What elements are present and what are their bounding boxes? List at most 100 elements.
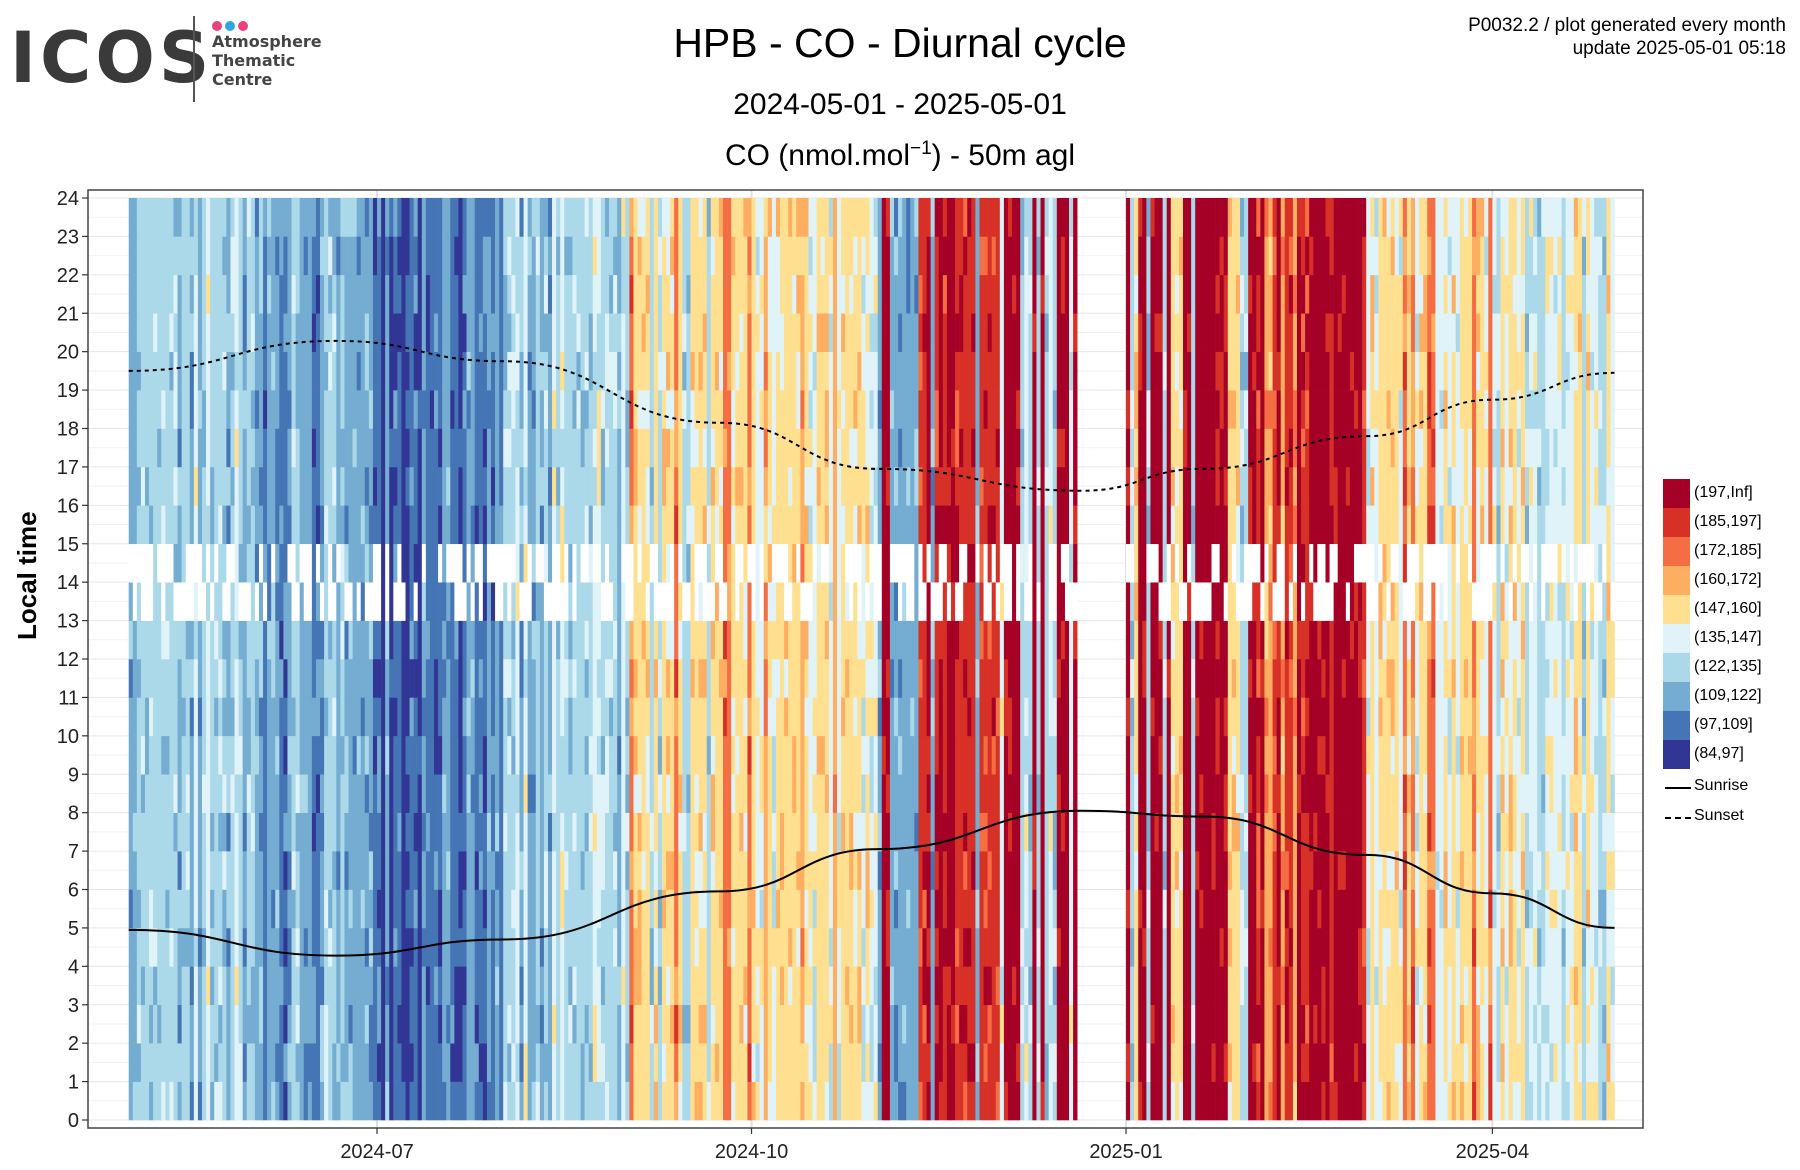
heatmap-cell [739,505,744,545]
heatmap-cell [340,1004,345,1044]
heatmap-cell [201,505,207,545]
heatmap-cell [169,620,174,660]
heatmap-cell [226,390,231,429]
heatmap-cell [568,351,573,391]
heatmap-cell [169,1004,174,1044]
heatmap-cell [930,582,936,621]
heatmap-cell [775,735,781,775]
heatmap-cell [185,313,191,352]
heatmap-cell [743,889,748,929]
heatmap-cell [389,505,394,545]
heatmap-cell [889,236,895,276]
heatmap-cell [637,659,642,698]
heatmap-cell [324,582,329,621]
heatmap-cell [434,851,439,890]
heatmap-cell [576,236,581,276]
heatmap-cell [389,466,394,506]
heatmap-cell [572,927,577,967]
heatmap-cell [657,390,663,429]
heatmap-cell [893,390,899,429]
heatmap-cell [564,236,569,276]
heatmap-cell [625,351,630,391]
heatmap-cell [946,466,952,506]
heatmap-cell [552,697,557,737]
heatmap-cell [889,927,895,967]
heatmap-cell [955,198,960,237]
heatmap-cell [462,1043,467,1082]
heatmap-cell [279,351,284,391]
heatmap-cell [197,428,203,468]
heatmap-cell [629,774,634,813]
heatmap-cell [490,927,496,967]
heatmap-cell [189,543,195,583]
heatmap-cell [682,1004,687,1044]
heatmap-cell [694,774,699,813]
heatmap-cell [930,927,936,967]
heatmap-cell [873,620,879,660]
heatmap-cell [344,812,349,852]
heatmap-cell [592,966,598,1006]
heatmap-cell [796,505,801,545]
heatmap-cell [409,582,414,621]
heatmap-cell [572,466,577,506]
heatmap-cell [140,351,146,391]
heatmap-cell [320,236,325,276]
heatmap-cell [295,812,300,852]
heatmap-cell [869,236,874,276]
heatmap-cell [955,313,960,352]
heatmap-cell [499,582,504,621]
heatmap-cell [393,659,398,698]
heatmap-cell [552,1004,557,1044]
heatmap-cell [674,198,679,237]
heatmap-cell [214,620,219,660]
heatmap-cell [959,1081,964,1121]
heatmap-cell [442,543,447,583]
heatmap-cell [625,428,630,468]
heatmap-cell [678,505,683,545]
heatmap-cell [812,851,817,890]
heatmap-cell [902,274,907,314]
heatmap-cell [173,313,178,352]
heatmap-cell [389,927,394,967]
heatmap-cell [609,697,614,737]
heatmap-cell [153,735,158,775]
heatmap-cell [478,966,484,1006]
heatmap-cell [401,889,406,929]
heatmap-cell [181,236,186,276]
heatmap-cell [197,390,203,429]
heatmap-cell [258,735,264,775]
heatmap-cell [600,774,606,813]
heatmap-cell [865,390,870,429]
heatmap-cell [458,889,463,929]
heatmap-cell [165,812,170,852]
heatmap-cell [808,505,813,545]
heatmap-cell [906,274,911,314]
heatmap-cell [140,774,146,813]
heatmap-cell [153,889,158,929]
heatmap-cell [584,351,589,391]
heatmap-cell [552,236,557,276]
heatmap-cell [409,1081,414,1121]
heatmap-cell [189,697,195,737]
heatmap-cell [336,466,341,506]
heatmap-cell [690,659,695,698]
heatmap-cell [157,1081,162,1121]
heatmap-cell [934,236,940,276]
heatmap-cell [482,198,488,237]
heatmap-cell [930,774,936,813]
heatmap-cell [144,812,150,852]
heatmap-cell [743,851,748,890]
heatmap-cell [580,889,585,929]
heatmap-cell [303,966,309,1006]
heatmap-cell [857,966,862,1006]
heatmap-cell [853,735,858,775]
heatmap-cell [409,851,414,890]
heatmap-cell [458,582,463,621]
heatmap-cell [450,851,455,890]
heatmap-cell [902,582,907,621]
heatmap-cell [682,351,687,391]
heatmap-cell [841,1081,846,1121]
heatmap-cell [706,697,712,737]
heatmap-cell [731,198,736,237]
heatmap-cell [877,582,883,621]
